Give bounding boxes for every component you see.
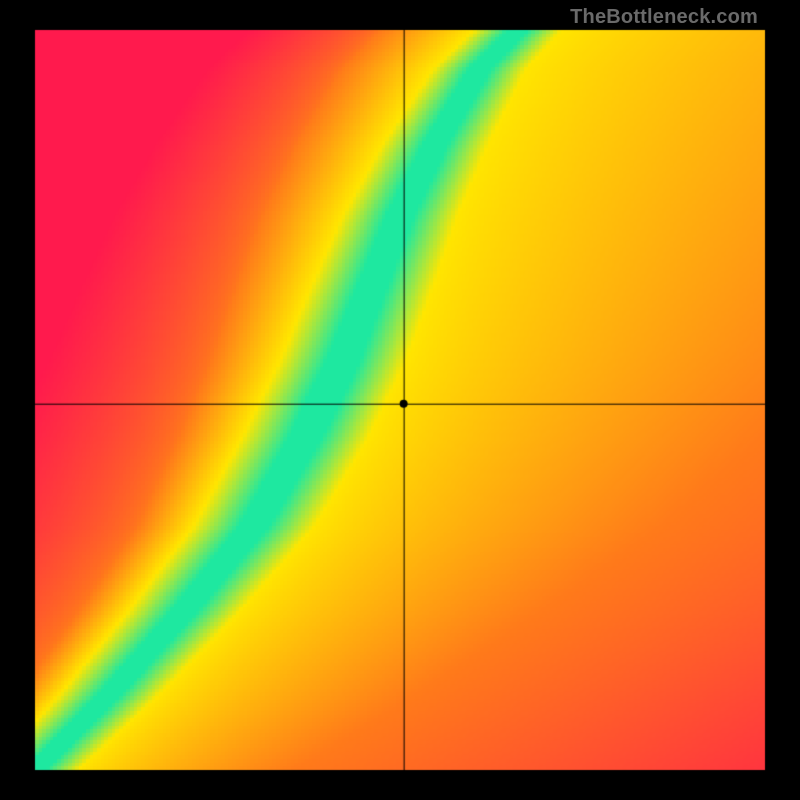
heatmap-canvas bbox=[0, 0, 800, 800]
watermark-text: TheBottleneck.com bbox=[570, 6, 758, 29]
chart-container: TheBottleneck.com bbox=[0, 0, 800, 800]
